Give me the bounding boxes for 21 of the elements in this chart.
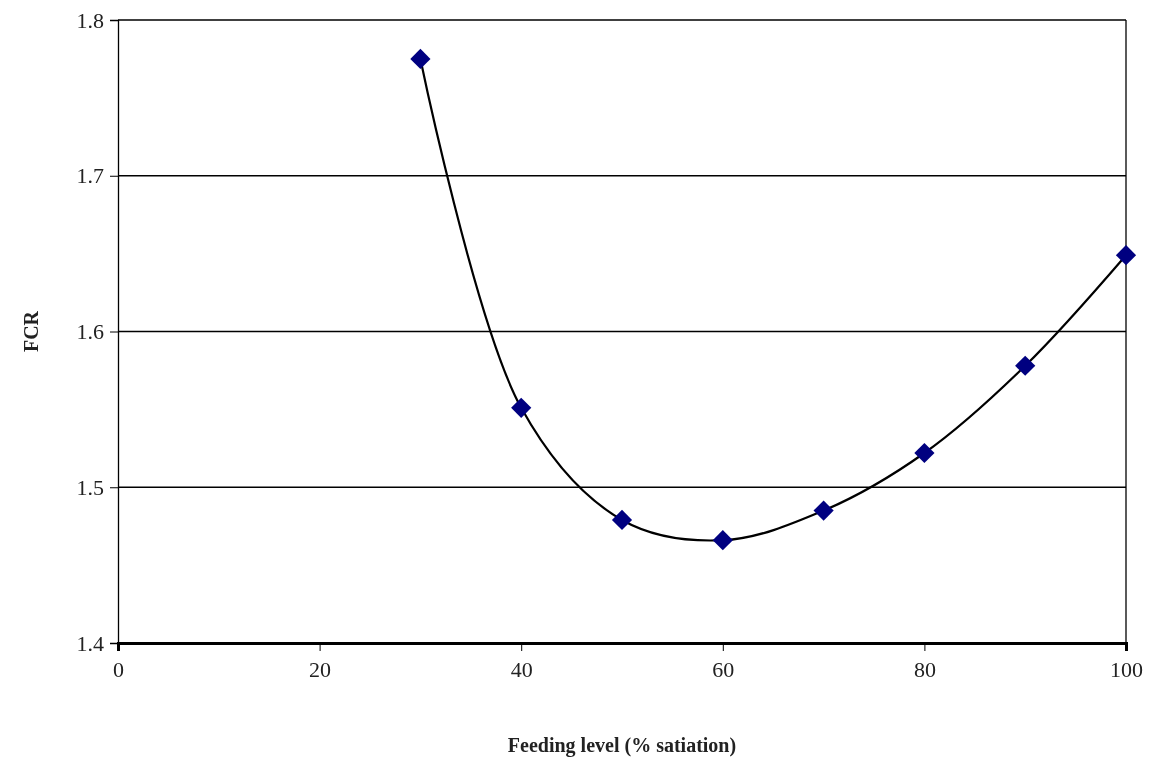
point bbox=[712, 530, 733, 551]
point bbox=[1115, 245, 1137, 266]
point bbox=[410, 48, 431, 70]
y-tick-label: 1.7 bbox=[76, 163, 104, 189]
x-tick-label: 0 bbox=[113, 656, 124, 682]
point bbox=[914, 442, 935, 464]
x-tick-label: 60 bbox=[712, 656, 735, 682]
x-tick-label: 20 bbox=[309, 656, 332, 682]
point bbox=[611, 509, 633, 531]
y-axis-title: FCR bbox=[20, 310, 42, 353]
y-tick-label: 1.4 bbox=[76, 630, 104, 656]
point bbox=[813, 500, 834, 521]
y-tick-label: 1.5 bbox=[76, 474, 104, 500]
x-tick-label: 80 bbox=[913, 656, 936, 682]
point bbox=[1015, 355, 1036, 376]
x-tick-label: 100 bbox=[1110, 656, 1143, 682]
point bbox=[511, 397, 532, 418]
y-tick-label: 1.6 bbox=[76, 319, 104, 345]
y-tick-label: 1.8 bbox=[76, 7, 104, 33]
x-tick-label: 40 bbox=[510, 656, 533, 682]
x-axis-title: Feeding level (% satiation) bbox=[507, 734, 737, 757]
